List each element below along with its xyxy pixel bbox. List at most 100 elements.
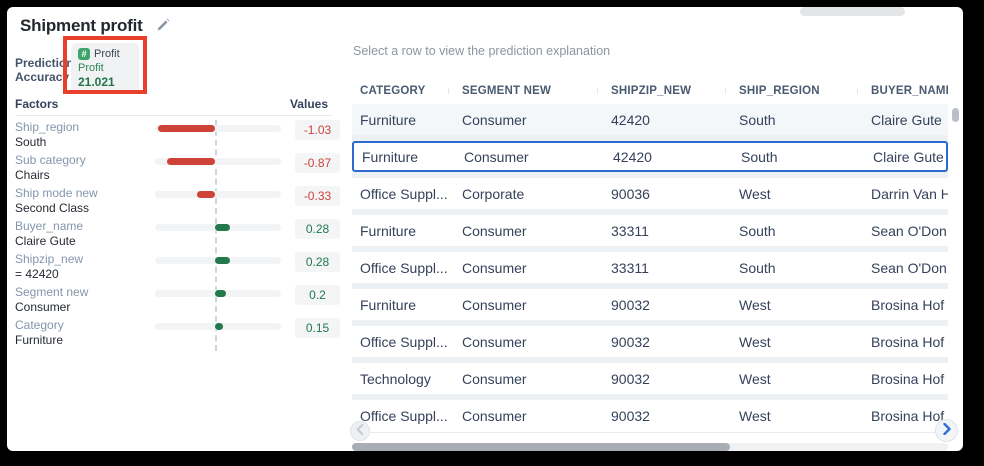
table-cell: West <box>739 333 771 350</box>
table-row[interactable]: Technology Consumer 90032 West Brosina Hof <box>352 363 948 394</box>
factor-feature-label: Ship mode new <box>15 186 98 200</box>
badge-target-label: Profit <box>78 62 104 74</box>
table-cell: Brosina Hof <box>871 407 945 424</box>
table-row[interactable]: Furniture Consumer 90032 West Brosina Hof <box>352 289 948 320</box>
table-cell: Consumer <box>462 407 527 424</box>
chevron-left-icon <box>356 422 364 440</box>
table-row[interactable]: Office Suppl... Corporate 90036 West Darrin … <box>352 178 948 209</box>
table-cell: Furniture <box>360 296 417 313</box>
table-cell: 42420 <box>611 111 650 128</box>
factor-feature-label: Shipzip_new <box>15 252 84 266</box>
factor-bar <box>158 125 215 132</box>
table-cell: Consumer <box>462 296 527 313</box>
table-cell: Brosina Hof <box>871 296 945 313</box>
table-cell: 90036 <box>611 185 650 202</box>
pagination-divider <box>352 432 953 433</box>
table-row[interactable]: Office Suppl... Consumer 90032 West Brosina … <box>352 326 948 357</box>
factor-value-label: Chairs <box>15 168 50 182</box>
table-cell: Consumer <box>464 148 529 165</box>
factors-divider <box>15 115 332 116</box>
table-cell: Corporate <box>462 185 525 202</box>
factor-row: Buyer_name Claire Gute 0.28 <box>7 219 345 252</box>
table-cell: 90032 <box>611 296 650 313</box>
header-cell[interactable]: SHIPZIP_NEW <box>598 85 726 97</box>
table-cell: Office Suppl... <box>360 185 448 202</box>
factor-contribution-value: 0.28 <box>295 252 340 272</box>
header-cell[interactable]: SHIP_REGION <box>726 85 858 97</box>
table-cell: South <box>739 259 776 276</box>
table-cell: 42420 <box>613 148 652 165</box>
factor-contribution-value: 0.2 <box>295 285 340 305</box>
prediction-target-badge[interactable]: # Profit Profit 21.021 <box>71 43 139 94</box>
badge-prediction-value: 21.021 <box>78 75 115 89</box>
background-tab-remnant <box>800 7 905 16</box>
horizontal-scrollbar[interactable] <box>352 443 948 451</box>
factor-value-label: Consumer <box>15 300 71 314</box>
table-cell: 90032 <box>611 333 650 350</box>
table-cell: South <box>739 222 776 239</box>
table-body: Furniture Consumer 42420 South Claire Gute Fu… <box>352 104 948 431</box>
header-cell[interactable]: SEGMENT NEW <box>449 85 598 97</box>
factor-value-label: Furniture <box>15 333 64 347</box>
table-cell: 90032 <box>611 370 650 387</box>
prediction-explanation-card: Shipment profit Prediction Accuracy # Pr… <box>7 7 963 451</box>
horizontal-scrollbar-thumb[interactable] <box>352 443 730 451</box>
table-header-row: CATEGORY SEGMENT NEW SHIPZIP_NEW SHIP_REGIO… <box>352 78 948 104</box>
table-cell: 90032 <box>611 407 650 424</box>
values-column-title: Values <box>289 97 328 111</box>
factor-bar <box>196 191 215 198</box>
table-row[interactable]: Furniture Consumer 33311 South Sean O'Don <box>352 215 948 246</box>
table-cell: Furniture <box>362 148 419 165</box>
table-cell: Claire Gute <box>873 148 944 165</box>
factors-column-title: Factors <box>15 97 59 111</box>
header-cell[interactable]: BUYER_NAME <box>871 85 948 97</box>
factor-value-label: Claire Gute <box>15 234 76 248</box>
table-row[interactable]: Office Suppl... Consumer 90032 West Brosina … <box>352 400 948 431</box>
factor-contribution-value: -1.03 <box>295 120 340 140</box>
factor-row: Ship mode new Second Class -0.33 <box>7 186 345 219</box>
factor-feature-label: Segment new <box>15 285 89 299</box>
table-row[interactable]: Furniture Consumer 42420 South Claire Gute <box>352 104 948 135</box>
table-cell: Sean O'Don <box>871 259 947 276</box>
next-page-button[interactable] <box>935 419 958 442</box>
table-cell: Furniture <box>360 222 417 239</box>
vertical-scrollbar-thumb[interactable] <box>952 108 959 122</box>
factor-value-label: South <box>15 135 47 149</box>
factor-contribution-value: 0.15 <box>295 318 340 338</box>
factor-bar-track <box>155 191 281 198</box>
table-cell: Consumer <box>462 370 527 387</box>
table-cell: South <box>739 111 776 128</box>
edit-pencil-icon[interactable] <box>155 18 170 38</box>
factor-bar-track <box>155 257 281 264</box>
factor-bar <box>215 290 226 297</box>
page-title: Shipment profit <box>20 16 143 35</box>
table-row[interactable]: Office Suppl... Consumer 33311 South Sean O'… <box>352 252 948 283</box>
factor-row: Shipzip_new = 42420 0.28 <box>7 252 345 285</box>
factor-bar <box>167 158 215 165</box>
table-row[interactable]: Furniture Consumer 42420 South Claire Gute <box>352 141 948 172</box>
factor-row: Segment new Consumer 0.2 <box>7 285 345 318</box>
factor-row: Sub category Chairs -0.87 <box>7 153 345 186</box>
data-table: CATEGORY SEGMENT NEW SHIPZIP_NEW SHIP_REGIO… <box>352 78 948 431</box>
table-cell: West <box>739 370 771 387</box>
zero-axis-line <box>215 120 217 351</box>
prev-page-button[interactable] <box>350 421 370 441</box>
factor-value-label: Second Class <box>15 201 90 215</box>
factors-header: Factors Values <box>15 97 328 111</box>
table-cell: West <box>739 185 771 202</box>
hash-icon: # <box>78 48 90 60</box>
table-cell: Brosina Hof <box>871 370 945 387</box>
table-cell: 33311 <box>611 222 649 239</box>
table-cell: 33311 <box>611 259 649 276</box>
factor-row: Ship_region South -1.03 <box>7 120 345 153</box>
factor-bar <box>215 323 224 330</box>
table-cell: Brosina Hof <box>871 333 945 350</box>
factors-chart: Ship_region South -1.03 Sub category Cha… <box>7 120 345 351</box>
factor-contribution-value: -0.33 <box>295 186 340 206</box>
prediction-accuracy-label: Prediction Accuracy <box>15 56 74 84</box>
factor-bar-track <box>155 158 281 165</box>
table-cell: Consumer <box>462 259 527 276</box>
table-cell: West <box>739 407 771 424</box>
header-cell[interactable]: CATEGORY <box>352 85 449 97</box>
table-cell: Office Suppl... <box>360 333 448 350</box>
